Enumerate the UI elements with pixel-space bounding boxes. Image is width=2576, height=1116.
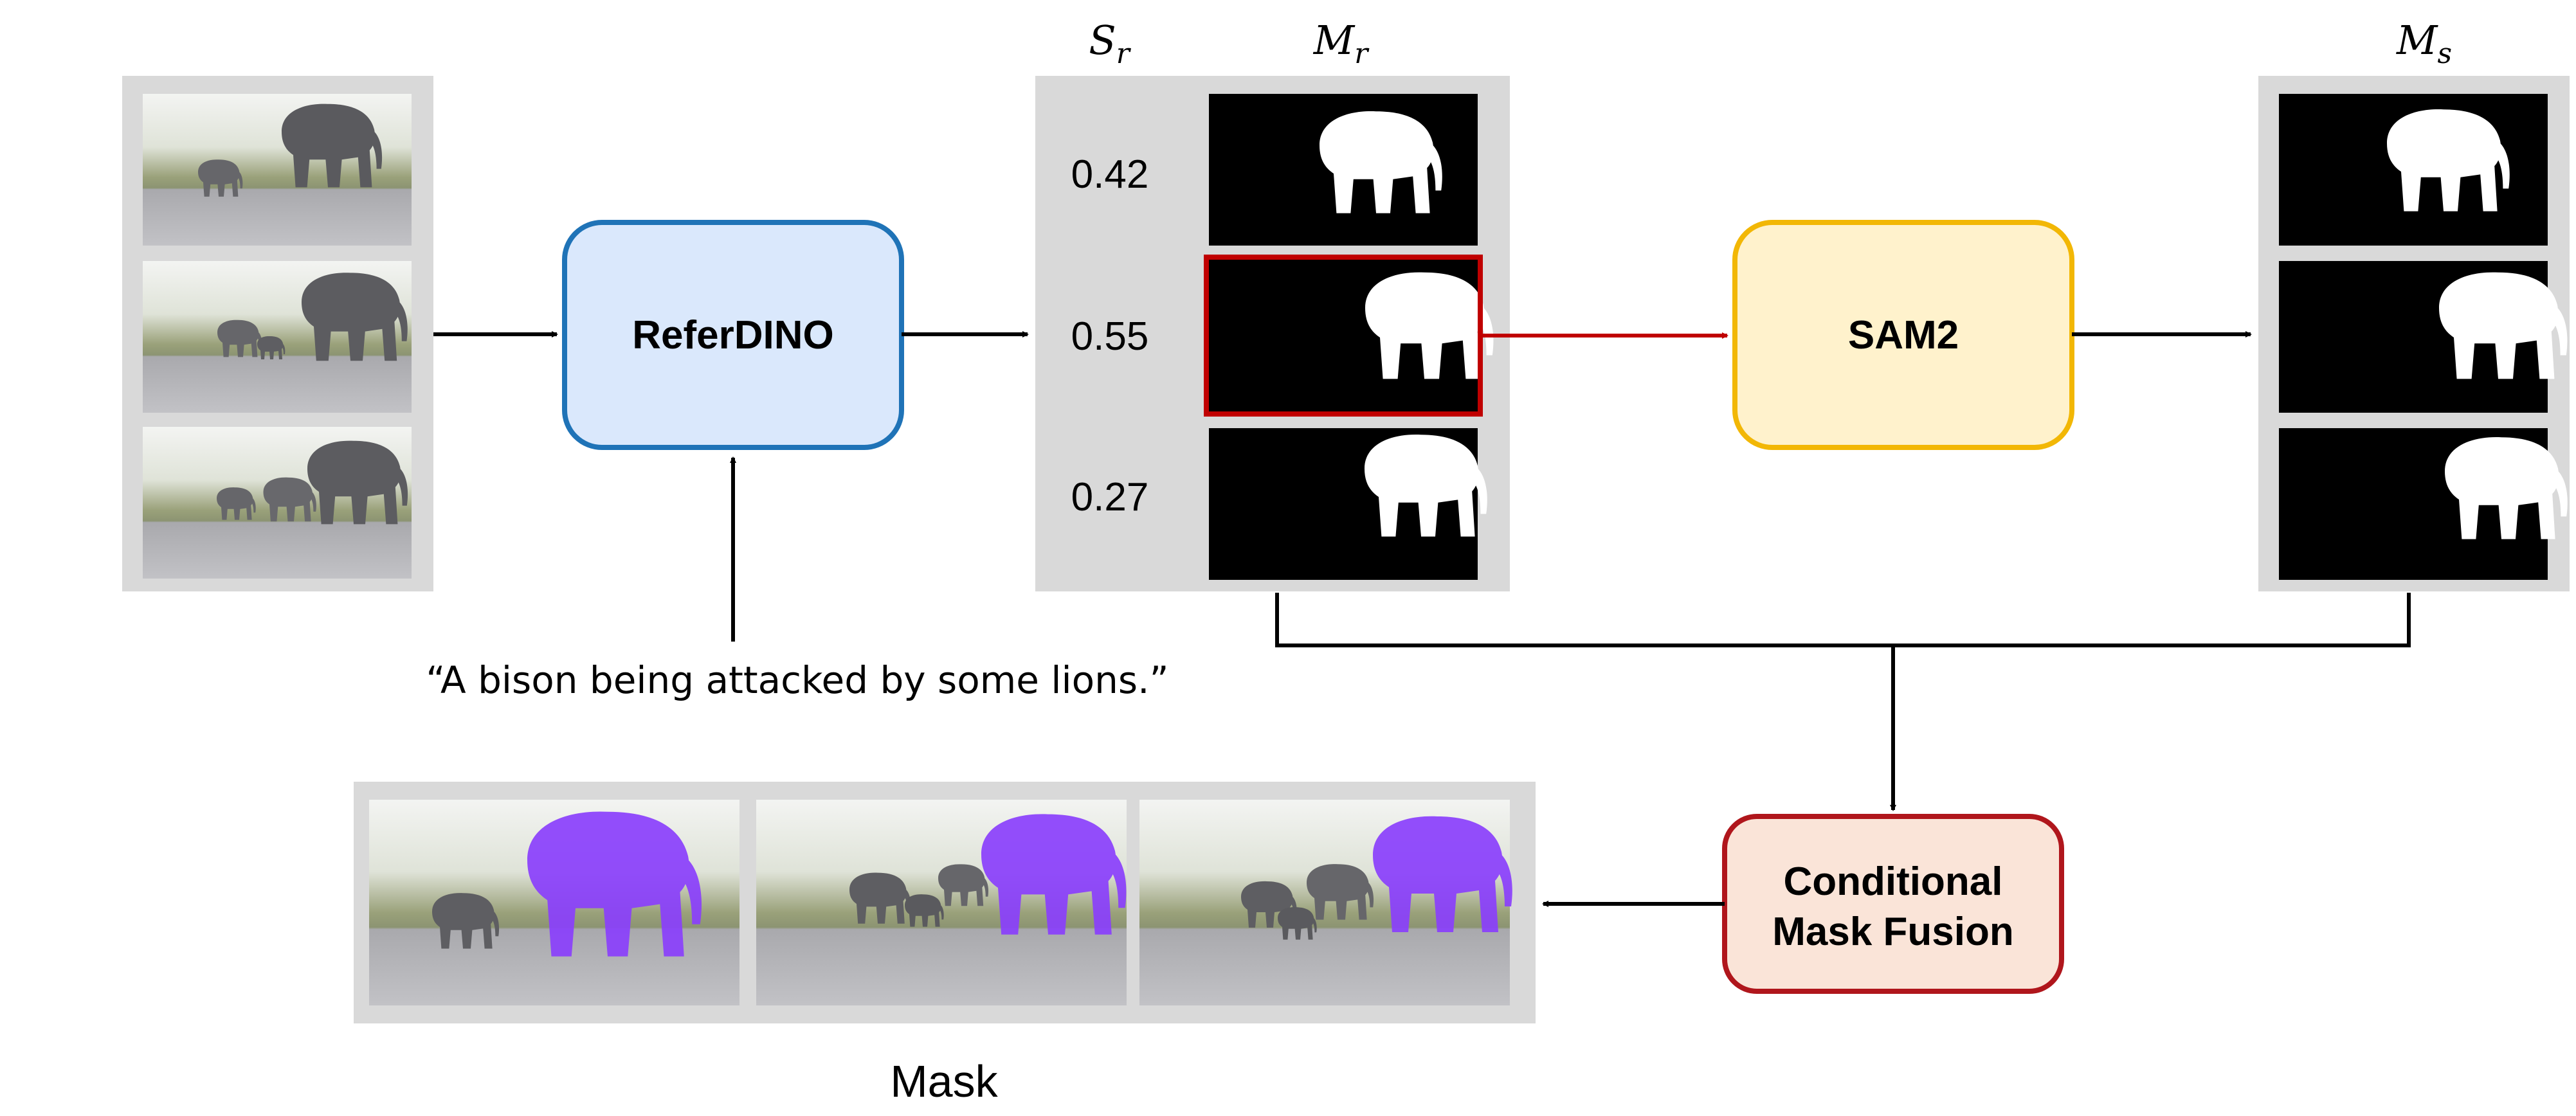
sam-masks-header: Ms: [2396, 17, 2452, 70]
output-frame-2: [756, 800, 1127, 1005]
score-1: 0.42: [1071, 152, 1149, 197]
referdino-label: ReferDINO: [632, 313, 834, 357]
sam2-label: SAM2: [1848, 313, 1959, 357]
ref-mask-1: [1209, 94, 1478, 246]
sam-mask-3: [2279, 428, 2568, 580]
input-frames-panel: [122, 76, 433, 591]
sam-masks-panel: Ms: [2258, 17, 2570, 591]
fusion-label-line2: Mask Fusion: [1772, 910, 2014, 954]
input-frame-3: [143, 427, 412, 579]
ref-masks-panel: Sr Mr 0.42 0.55 0.27: [1035, 17, 1510, 591]
query-text: “A bison being attacked by some lions.”: [426, 658, 1168, 702]
ref-masks-header: Mr: [1313, 17, 1370, 70]
ref-mask-3: [1209, 428, 1487, 580]
sam-mask-1: [2279, 94, 2548, 246]
ref-mask-2-selected: [1204, 255, 1494, 417]
scores-header: Sr: [1089, 17, 1131, 70]
output-frame-1: [369, 800, 739, 1005]
input-frame-1: [143, 94, 412, 246]
referdino-module: ReferDINO: [562, 220, 904, 450]
output-frames-panel: [354, 782, 1536, 1023]
score-2-selected: 0.55: [1071, 314, 1149, 359]
fusion-label-line1: Conditional: [1784, 860, 2003, 904]
score-3: 0.27: [1071, 475, 1149, 519]
sam-mask-2: [2279, 261, 2568, 413]
fusion-module: Conditional Mask Fusion: [1722, 814, 2064, 994]
input-frame-2: [143, 261, 412, 413]
connector-bracket: [1275, 593, 2411, 647]
sam2-module: SAM2: [1732, 220, 2074, 450]
output-label: Mask: [890, 1056, 998, 1106]
output-frame-3: [1139, 800, 1512, 1005]
